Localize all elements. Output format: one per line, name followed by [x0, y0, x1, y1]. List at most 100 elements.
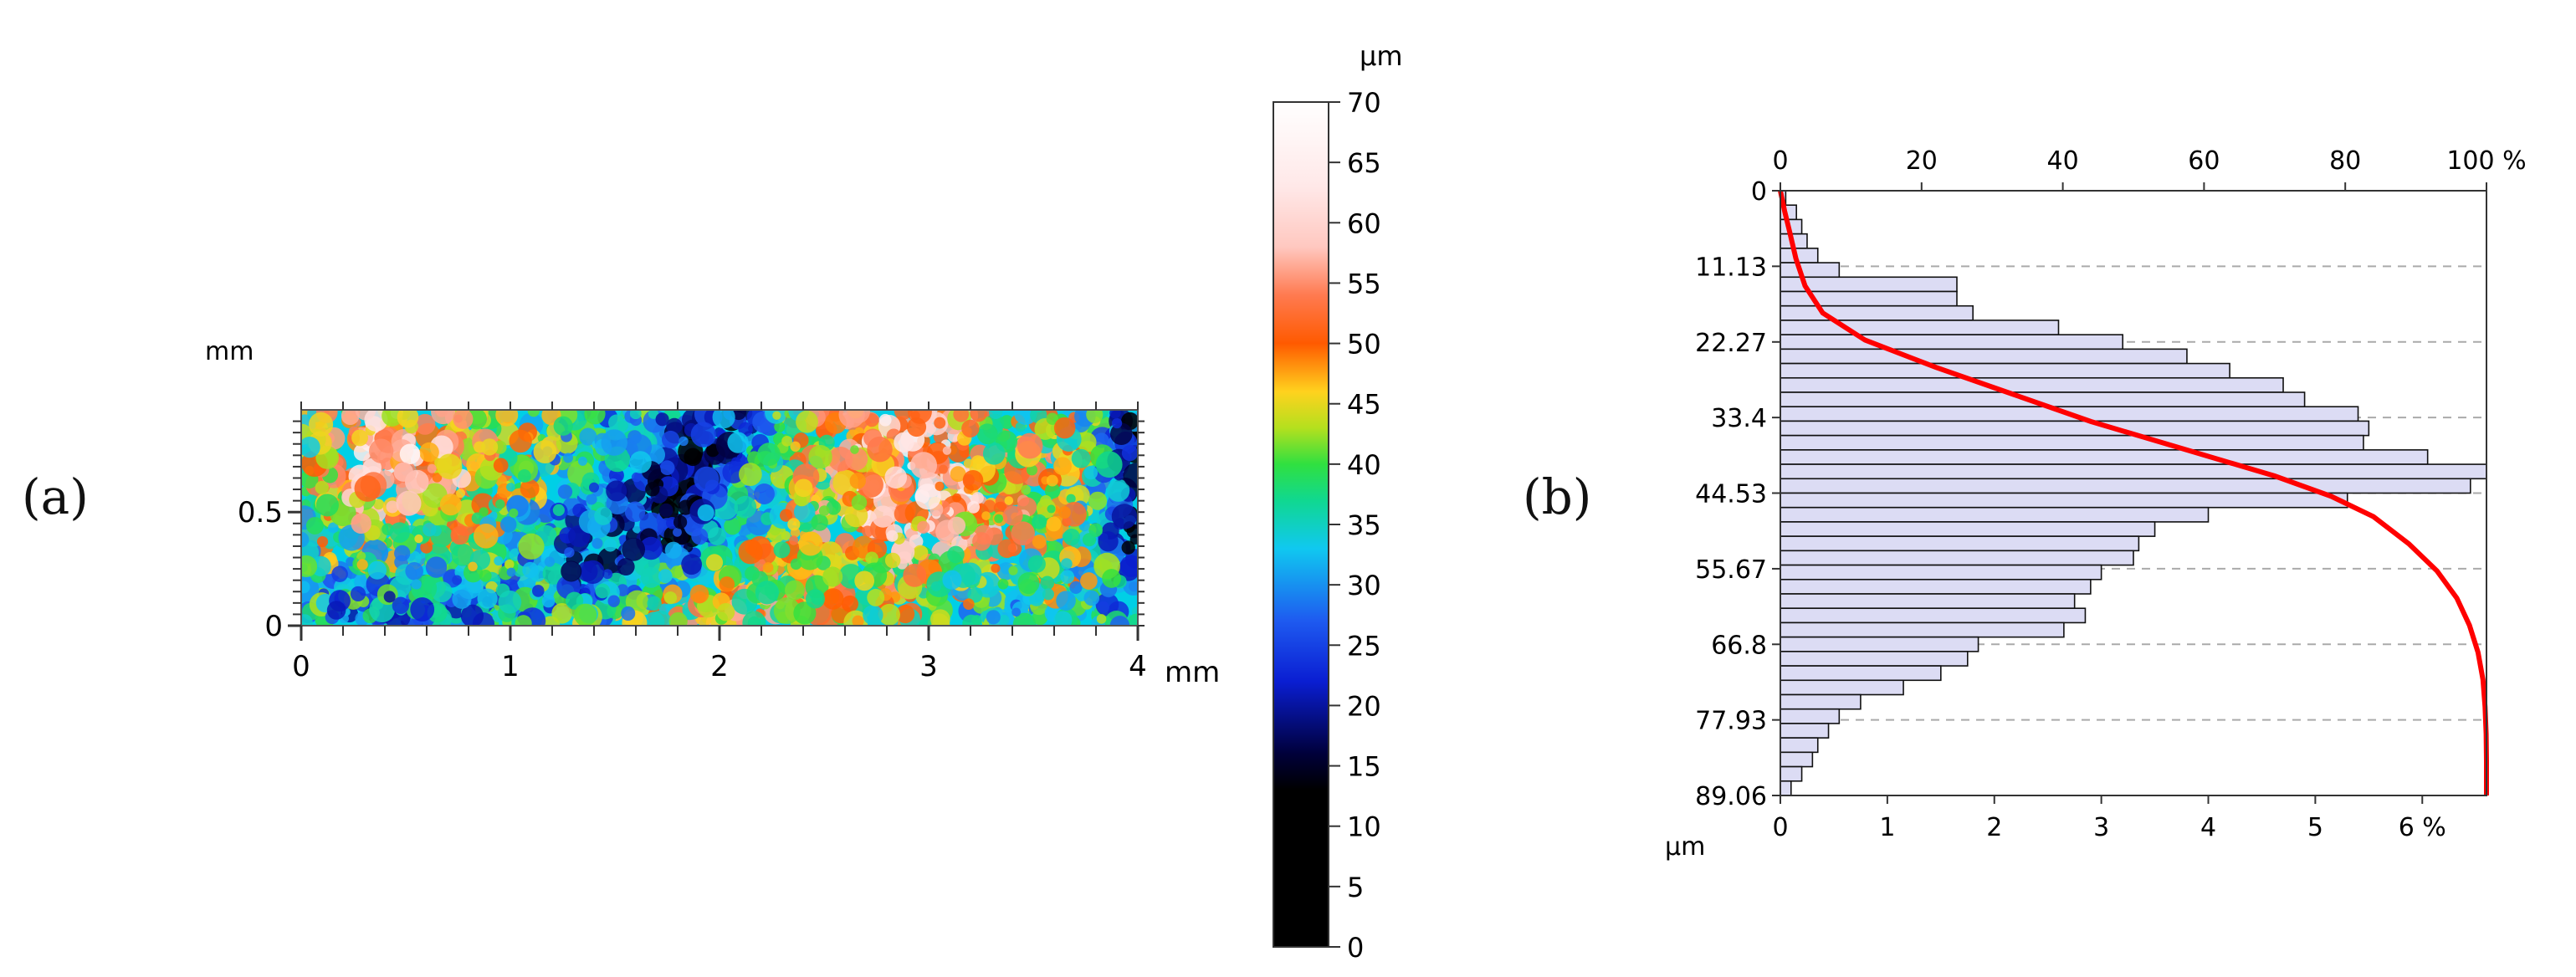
height-map-blob — [950, 466, 966, 483]
height-map-blob — [557, 484, 573, 499]
height-map-blob — [479, 570, 492, 582]
histogram-bar — [1780, 723, 1830, 739]
colorbar-tick-label: 15 — [1347, 751, 1381, 783]
height-map-blob — [1107, 478, 1130, 502]
height-map-blob — [1088, 523, 1103, 537]
height-map-blob — [1097, 601, 1110, 614]
height-map-blob — [541, 594, 556, 608]
height-map-blob — [1111, 417, 1123, 429]
height-map-blob — [947, 516, 966, 535]
height-map-blob — [420, 540, 433, 554]
height-map-blob — [1093, 432, 1109, 448]
height-map-blob — [506, 567, 516, 577]
height-map-blob — [414, 413, 436, 435]
height-map-blob — [588, 482, 599, 493]
histogram-bar — [1780, 334, 2124, 350]
height-map-blob — [396, 490, 422, 516]
height-map-blob — [450, 525, 469, 545]
height-map-blob — [914, 483, 941, 510]
height-map-blob — [1046, 516, 1062, 532]
colorbar-unit: µm — [1360, 40, 1403, 72]
height-map-blob — [460, 604, 484, 626]
height-map-panel: 0 1 2 3 4 0 0.5 mm mm — [205, 337, 1220, 689]
height-map-blob — [787, 518, 801, 531]
height-map-blob — [315, 494, 339, 517]
colorbar-tick-label: 65 — [1347, 147, 1381, 179]
height-map-blob — [356, 551, 366, 561]
height-map-blob — [301, 436, 320, 458]
height-map-blob — [997, 539, 1017, 558]
histogram-bar — [1780, 578, 2092, 595]
histogram-bar — [1780, 665, 1942, 682]
height-map-blob — [722, 461, 745, 483]
height-map-blob — [668, 611, 688, 626]
map-x-tick-label: 2 — [710, 650, 729, 683]
height-map-blob — [850, 445, 859, 454]
height-map-blob — [884, 466, 908, 489]
height-map-blob — [913, 545, 929, 561]
histogram-bar — [1780, 290, 1958, 307]
height-map-blob — [757, 442, 781, 467]
histogram-axes: 011.1322.2733.444.5355.6766.877.9389.060… — [1695, 146, 2527, 842]
map-y-tick-label: 0 — [264, 610, 283, 643]
histogram-bar — [1780, 765, 1803, 782]
height-map-blob — [666, 417, 683, 435]
height-map-blob — [841, 595, 858, 612]
height-map-blob — [574, 603, 597, 626]
histogram-y-tick-label: 22.27 — [1695, 329, 1767, 358]
height-map-blob — [367, 560, 387, 580]
height-map-blob — [601, 429, 627, 456]
histogram-y-tick-label: 0 — [1751, 177, 1767, 207]
height-map-blob — [878, 603, 900, 626]
height-map-blob — [863, 428, 883, 448]
height-map-blob — [727, 432, 749, 453]
height-map-blob — [327, 522, 339, 534]
histogram-top-tick-label: 60 — [2188, 146, 2220, 176]
height-map-blob — [331, 565, 348, 583]
histogram-y-tick-label: 66.8 — [1711, 631, 1767, 660]
height-map-blob — [886, 529, 899, 542]
height-map-blob — [779, 509, 793, 522]
height-map-blob — [826, 500, 842, 515]
height-map-axes: 0 1 2 3 4 0 0.5 — [238, 402, 1147, 683]
histogram-bar — [1780, 751, 1814, 768]
colorbar-tick-label: 70 — [1347, 87, 1381, 119]
height-map-blob — [1053, 457, 1072, 476]
height-map-blob — [970, 410, 987, 422]
height-map-blob — [1032, 535, 1047, 550]
height-map-blob — [356, 559, 368, 570]
height-map-blob — [427, 463, 437, 473]
height-map-blob — [410, 597, 435, 621]
height-map-blob — [788, 535, 799, 545]
height-map-blob — [822, 588, 844, 610]
height-map-blob — [603, 538, 617, 552]
height-map-blob — [894, 432, 914, 453]
histogram-bar — [1780, 492, 2348, 509]
height-map-blob — [1123, 463, 1138, 488]
map-x-unit: mm — [1165, 656, 1220, 689]
histogram-top-tick-label: 40 — [2047, 146, 2079, 176]
histogram-bottom-tick-label: 4 — [2200, 813, 2216, 842]
height-map-blob — [719, 576, 735, 592]
panel-label-a: (a) — [22, 468, 89, 525]
height-map-blob — [1042, 588, 1055, 601]
height-map-blob — [411, 579, 422, 590]
height-map-blob — [1058, 506, 1071, 519]
height-map-blob — [661, 430, 680, 449]
colorbar-ticks: 0 5 10 15 20 25 30 35 40 45 50 55 60 65 70 — [1329, 87, 1381, 964]
height-map-blob — [542, 562, 565, 585]
height-map-blob — [1047, 504, 1056, 514]
height-map-blob — [1056, 591, 1076, 611]
histogram-bar — [1780, 262, 1841, 279]
height-map-blob — [1096, 614, 1107, 624]
height-map-blob — [351, 513, 371, 535]
height-map-blob — [712, 410, 735, 429]
histogram-bar — [1780, 593, 2076, 610]
height-map-blob — [473, 523, 499, 549]
height-map-blob — [405, 561, 424, 581]
height-map-blob — [577, 456, 587, 466]
colorbar-tick-label: 60 — [1347, 207, 1381, 239]
height-map-blob — [1012, 612, 1037, 626]
height-map-blob — [362, 458, 382, 478]
